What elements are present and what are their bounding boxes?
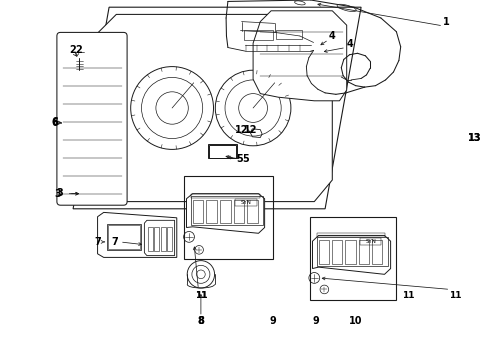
Bar: [309, 217, 396, 300]
Text: 11: 11: [448, 292, 461, 300]
Bar: [276, 30, 301, 39]
Text: 8: 8: [197, 316, 204, 326]
Bar: [191, 194, 259, 198]
Polygon shape: [186, 194, 264, 233]
Text: 11: 11: [195, 292, 207, 300]
Bar: [345, 240, 355, 264]
Polygon shape: [253, 11, 346, 101]
Bar: [148, 227, 153, 251]
Bar: [360, 238, 381, 245]
Text: SYN: SYN: [365, 239, 375, 244]
Text: 7: 7: [94, 237, 101, 247]
Bar: [233, 200, 244, 223]
Bar: [318, 240, 328, 264]
Text: 12: 12: [234, 125, 248, 135]
Bar: [220, 200, 230, 223]
Text: 4: 4: [346, 39, 352, 49]
Circle shape: [130, 67, 213, 149]
FancyBboxPatch shape: [57, 32, 127, 205]
Text: 6: 6: [51, 117, 58, 127]
Polygon shape: [98, 212, 177, 257]
Bar: [161, 227, 165, 251]
Bar: [167, 227, 172, 251]
Bar: [317, 237, 387, 266]
Text: 13: 13: [467, 132, 480, 143]
Bar: [206, 200, 217, 223]
Text: 5: 5: [242, 154, 249, 164]
Text: 9: 9: [312, 316, 319, 326]
Polygon shape: [312, 235, 390, 274]
Bar: [371, 240, 382, 264]
Text: 7: 7: [111, 237, 118, 247]
Text: 3: 3: [55, 189, 61, 199]
Bar: [154, 227, 159, 251]
Polygon shape: [98, 14, 332, 202]
Text: 4: 4: [328, 31, 335, 41]
Bar: [331, 240, 342, 264]
Bar: [235, 199, 256, 206]
Circle shape: [215, 70, 290, 146]
Text: 3: 3: [56, 188, 62, 198]
Text: 11: 11: [401, 292, 413, 300]
Text: 12: 12: [243, 125, 256, 135]
Text: 2: 2: [69, 45, 76, 55]
Text: 9: 9: [269, 316, 276, 326]
Text: 11: 11: [195, 292, 207, 300]
Bar: [209, 145, 235, 158]
Bar: [183, 176, 273, 259]
Text: 8: 8: [197, 316, 204, 326]
Bar: [108, 225, 140, 249]
Bar: [192, 200, 203, 223]
Text: 1: 1: [443, 17, 449, 27]
Text: 6: 6: [51, 118, 58, 128]
Text: 5: 5: [236, 154, 243, 164]
Text: 13: 13: [467, 132, 480, 143]
Bar: [191, 196, 263, 225]
Text: 2: 2: [75, 45, 81, 55]
Bar: [358, 240, 368, 264]
Bar: [317, 233, 384, 237]
Bar: [244, 30, 272, 40]
Text: SYN: SYN: [240, 200, 251, 205]
Text: 10: 10: [348, 316, 362, 326]
Bar: [247, 200, 258, 223]
Bar: [208, 144, 236, 158]
Polygon shape: [144, 220, 174, 256]
Bar: [107, 224, 141, 250]
Circle shape: [187, 261, 214, 288]
